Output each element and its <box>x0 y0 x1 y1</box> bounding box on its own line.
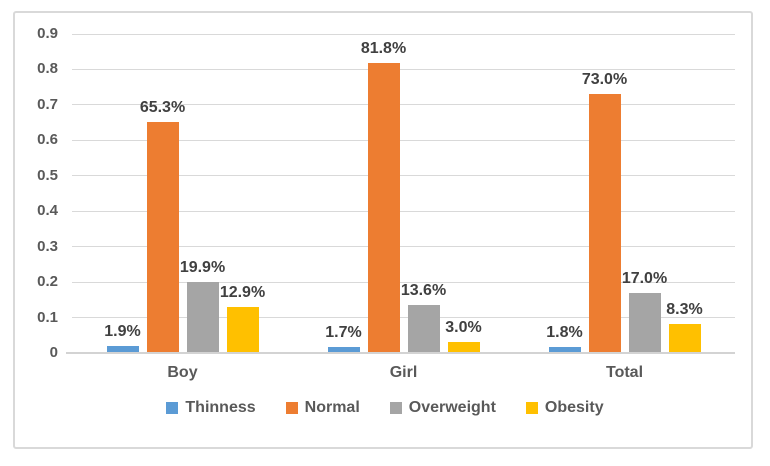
legend: Thinness Normal Overweight Obesity <box>0 399 770 417</box>
legend-swatch-overweight-icon <box>389 402 402 414</box>
gridline <box>72 139 735 141</box>
gridline <box>72 33 735 35</box>
bar-normal-boy <box>146 121 179 353</box>
legend-label-obesity: Obesity <box>544 399 604 416</box>
bar-label-obesity-total: 8.3% <box>666 300 703 318</box>
x-axis-category-label: Boy <box>167 364 198 381</box>
legend-swatch-obesity-icon <box>525 402 538 414</box>
bar-normal-girl <box>367 63 400 353</box>
bar-thinness-total <box>548 346 581 353</box>
y-axis-tick-label: 0.1 <box>37 308 58 326</box>
legend-item-normal: Normal <box>285 399 360 417</box>
x-axis-category-label: Girl <box>389 364 418 381</box>
bar-obesity-boy <box>226 307 259 353</box>
legend-swatch-normal-icon <box>285 402 298 414</box>
y-axis-tick-label: 0.4 <box>37 202 58 220</box>
gridline <box>72 210 735 212</box>
y-axis-tick-label: 0.9 <box>37 25 58 42</box>
bar-normal-total <box>588 94 621 353</box>
x-axis-line <box>66 352 735 354</box>
bar-obesity-girl <box>447 342 480 353</box>
bar-label-obesity-boy: 12.9% <box>219 284 266 302</box>
gridline <box>72 317 735 319</box>
bar-label-normal-girl: 81.8% <box>360 40 407 58</box>
legend-label-overweight: Overweight <box>408 399 496 416</box>
legend-item-overweight: Overweight <box>389 399 496 417</box>
gridline <box>72 175 735 177</box>
bar-overweight-boy <box>186 282 219 353</box>
y-axis-tick-label: 0 <box>49 344 58 361</box>
y-axis-tick-label: 0.5 <box>37 166 58 184</box>
bar-label-thinness-boy: 1.9% <box>104 323 141 341</box>
gridline <box>72 68 735 70</box>
y-axis-tick-label: 0.2 <box>37 273 58 291</box>
bar-label-normal-total: 73.0% <box>581 71 628 89</box>
bar-label-normal-boy: 65.3% <box>139 98 186 116</box>
bar-overweight-girl <box>407 304 440 353</box>
gridline <box>72 281 735 283</box>
legend-label-normal: Normal <box>304 399 360 416</box>
legend-item-thinness: Thinness <box>166 399 256 417</box>
legend-label-thinness: Thinness <box>185 399 256 416</box>
bar-thinness-girl <box>327 346 360 353</box>
gridline <box>72 246 735 248</box>
bar-label-thinness-total: 1.8% <box>546 323 583 341</box>
y-axis-tick-label: 0.6 <box>37 131 58 149</box>
bar-label-obesity-girl: 3.0% <box>445 319 482 337</box>
x-axis-category-label: Total <box>605 364 644 381</box>
bar-thinness-boy <box>106 346 139 353</box>
bar-obesity-total <box>668 323 701 353</box>
legend-item-obesity: Obesity <box>525 399 604 417</box>
y-axis-tick-label: 0.8 <box>37 60 58 78</box>
bar-label-overweight-total: 17.0% <box>621 269 668 287</box>
gridline <box>72 104 735 106</box>
y-axis-tick-label: 0.3 <box>37 237 58 255</box>
bar-label-overweight-girl: 13.6% <box>400 281 447 299</box>
bar-overweight-total <box>628 292 661 353</box>
bar-label-thinness-girl: 1.7% <box>325 323 362 341</box>
bar-label-overweight-boy: 19.9% <box>179 259 226 277</box>
legend-swatch-thinness-icon <box>166 402 179 414</box>
y-axis-tick-label: 0.7 <box>37 95 58 113</box>
